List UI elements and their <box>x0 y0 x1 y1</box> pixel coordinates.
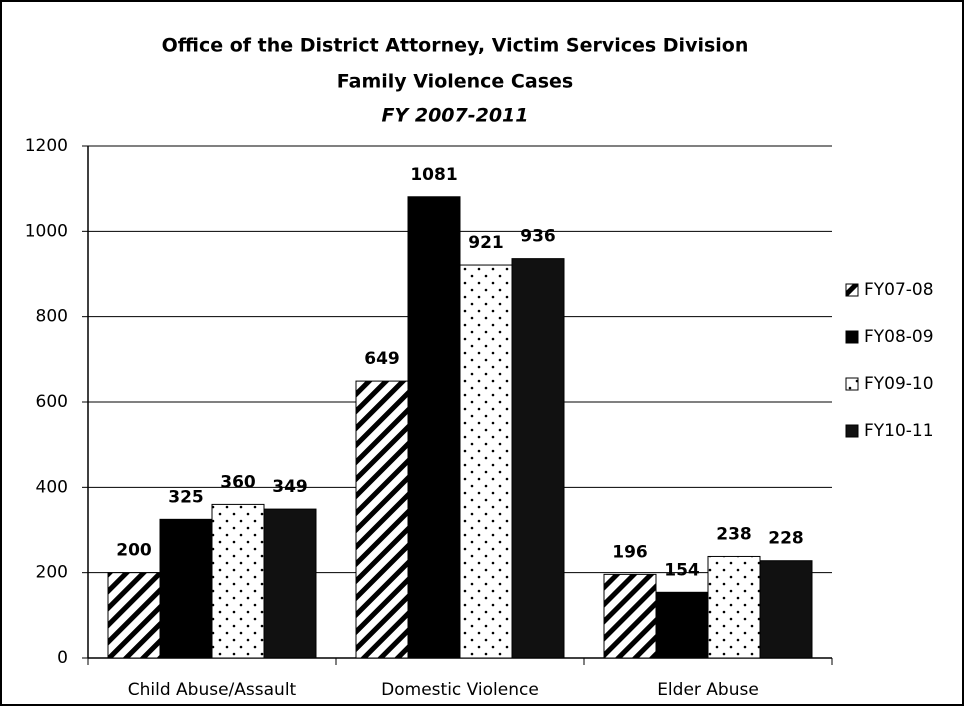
value-label: 349 <box>272 477 308 497</box>
legend-label: FY09-10 <box>864 374 934 394</box>
chart-date-range: FY 2007-2011 <box>382 105 529 127</box>
y-tick-label: 0 <box>57 648 68 668</box>
value-label: 154 <box>664 560 700 580</box>
legend-swatch <box>845 424 859 438</box>
x-tick-label: Child Abuse/Assault <box>128 680 297 700</box>
bar <box>355 380 409 659</box>
x-tick-label: Elder Abuse <box>657 680 759 700</box>
chart-subtitle: Family Violence Cases <box>337 71 573 93</box>
value-label: 238 <box>716 524 752 544</box>
bar <box>407 196 461 659</box>
value-label: 196 <box>612 542 648 562</box>
value-label: 228 <box>768 529 804 549</box>
value-label: 1081 <box>410 165 457 185</box>
y-tick-label: 800 <box>36 307 68 327</box>
legend-label: FY08-09 <box>864 327 934 347</box>
bar <box>603 573 657 659</box>
bar <box>707 555 761 659</box>
bar <box>759 560 813 659</box>
legend-label: FY07-08 <box>864 280 934 300</box>
legend-swatch <box>845 283 859 297</box>
y-tick-label: 600 <box>36 392 68 412</box>
chart-title: Office of the District Attorney, Victim … <box>162 35 749 57</box>
value-label: 325 <box>168 487 204 507</box>
value-label: 360 <box>220 472 256 492</box>
bar <box>107 572 161 659</box>
bar <box>459 264 513 659</box>
legend-label: FY10-11 <box>864 421 934 441</box>
x-tick-label: Domestic Violence <box>381 680 539 700</box>
y-tick-label: 400 <box>36 477 68 497</box>
legend-swatch <box>845 377 859 391</box>
bar <box>655 591 709 659</box>
bar <box>159 518 213 659</box>
value-label: 936 <box>520 227 556 247</box>
y-tick-label: 1000 <box>25 221 68 241</box>
bar <box>211 503 265 659</box>
bar <box>511 258 565 659</box>
y-tick-label: 1200 <box>25 136 68 156</box>
value-label: 200 <box>116 541 152 561</box>
bar <box>263 508 317 659</box>
value-label: 649 <box>364 349 400 369</box>
legend-swatch <box>845 330 859 344</box>
value-label: 921 <box>468 233 504 253</box>
y-tick-label: 200 <box>36 563 68 583</box>
